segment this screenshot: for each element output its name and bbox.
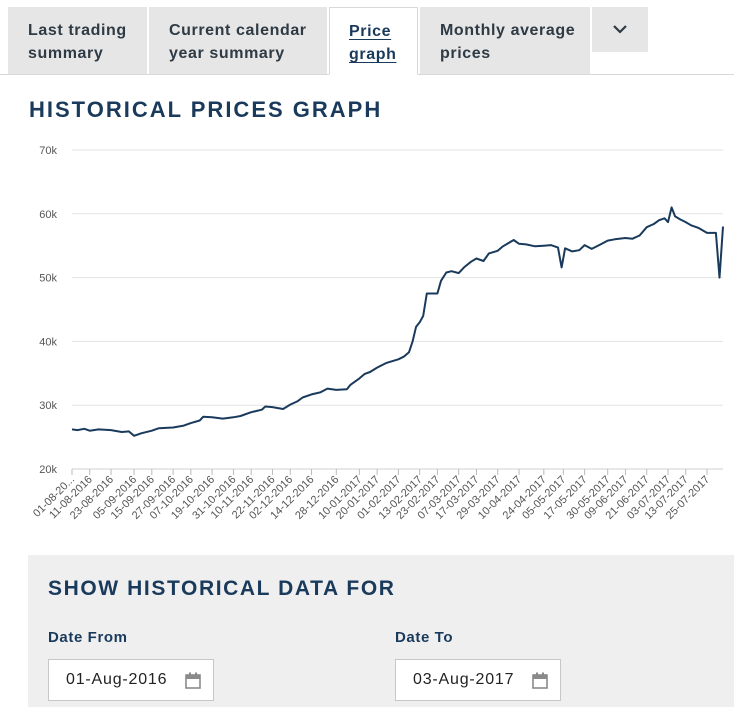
y-tick-label: 50k <box>39 273 57 285</box>
y-tick-label: 30k <box>39 400 57 412</box>
price-graph-panel: HISTORICAL PRICES GRAPH 20k 30k 40k 50k 60k 7… <box>8 75 734 707</box>
date-to-label: Date To <box>395 629 454 646</box>
historical-data-form: SHOW HISTORICAL DATA FOR Date From 01-Au… <box>28 555 734 707</box>
graph-title: HISTORICAL PRICES GRAPH <box>29 97 383 122</box>
tab-current-calendar-year-summary[interactable]: Current calendar year summary <box>149 7 327 74</box>
date-to-input[interactable]: 03-Aug-2017 <box>395 659 561 701</box>
tab-label-line1: Monthly average <box>440 22 576 39</box>
tab-label-line2: summary <box>28 45 104 62</box>
x-axis: 01-08-20...11-08-201623-08-201605-09-201… <box>31 469 712 522</box>
date-from-value: 01-Aug-2016 <box>66 671 168 688</box>
y-tick-label: 40k <box>39 336 57 348</box>
y-tick-label: 20k <box>39 464 57 476</box>
tab-label-line1: Price <box>349 23 392 40</box>
tab-label-line1: Current calendar <box>169 22 307 39</box>
date-from-label: Date From <box>48 629 128 646</box>
date-to-value: 03-Aug-2017 <box>413 671 515 688</box>
tab-monthly-average-prices[interactable]: Monthly average prices <box>420 7 590 74</box>
tab-label-line2: year summary <box>169 45 285 62</box>
price-series-line <box>71 206 724 437</box>
y-tick-label: 70k <box>39 145 57 157</box>
historical-data-title: SHOW HISTORICAL DATA FOR <box>48 577 396 600</box>
price-line-chart: 20k 30k 40k 50k 60k 70k 01-08-20...11-08-2016… <box>31 145 724 522</box>
tab-last-trading-summary[interactable]: Last trading summary <box>8 7 147 74</box>
tab-label-line2: prices <box>440 45 491 62</box>
tab-label-line1: Last trading <box>28 22 127 39</box>
tab-bar: Last trading summary Current calendar ye… <box>0 0 734 75</box>
chart-grid <box>72 149 723 470</box>
calendar-icon[interactable] <box>185 672 201 689</box>
chevron-down-icon <box>613 25 627 34</box>
y-tick-label: 60k <box>39 209 57 221</box>
date-from-input[interactable]: 01-Aug-2016 <box>48 659 214 701</box>
tab-price-graph[interactable]: Price graph <box>329 7 418 75</box>
y-axis: 20k 30k 40k 50k 60k 70k <box>39 145 57 476</box>
tab-label-line2: graph <box>349 46 397 63</box>
more-tabs-button[interactable] <box>592 7 648 52</box>
calendar-icon[interactable] <box>532 672 548 689</box>
